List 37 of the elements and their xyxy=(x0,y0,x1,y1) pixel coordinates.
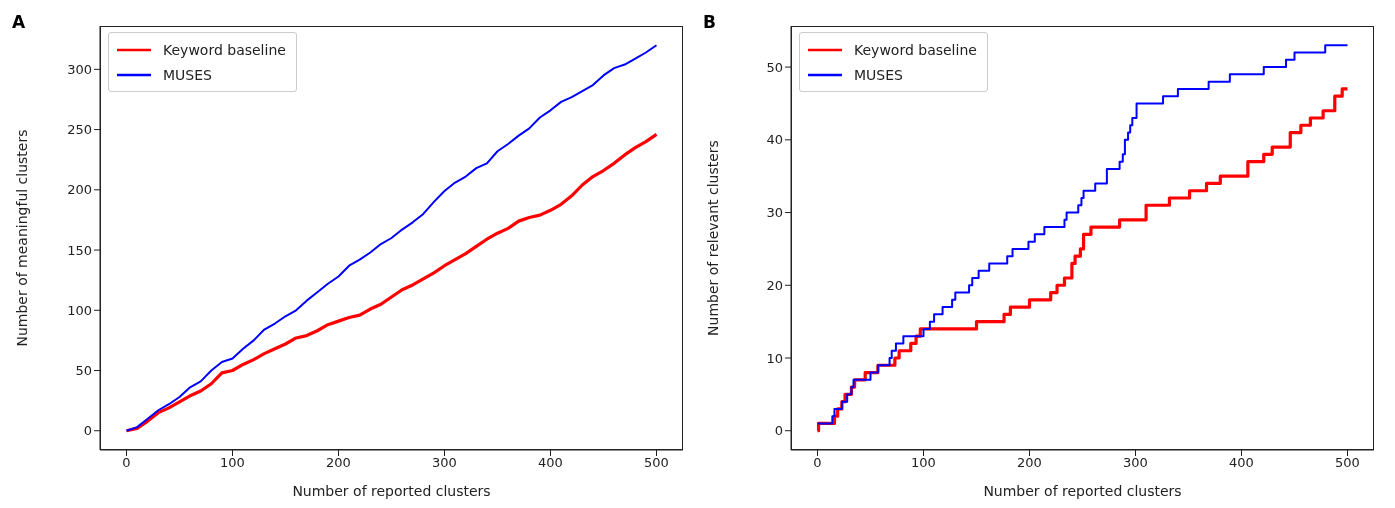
x-tick-label: 200 xyxy=(1017,455,1042,471)
legend-label: MUSES xyxy=(854,66,903,83)
x-tick-label: 200 xyxy=(326,455,351,471)
y-tick-label: 200 xyxy=(67,182,92,198)
y-tick-label: 100 xyxy=(67,302,92,318)
x-tick-label: 400 xyxy=(538,455,563,471)
y-tick-label: 300 xyxy=(67,61,92,77)
y-tick-label: 20 xyxy=(766,277,783,293)
chart-title: B xyxy=(703,12,716,32)
y-tick-label: 50 xyxy=(75,363,92,379)
legend-label: Keyword baseline xyxy=(163,41,286,58)
x-tick-label: 0 xyxy=(813,455,822,471)
legend-label: MUSES xyxy=(163,66,212,83)
x-tick-label: 500 xyxy=(1335,455,1360,471)
y-tick-label: 150 xyxy=(67,242,92,258)
line-series xyxy=(124,132,659,433)
y-tick-label: 40 xyxy=(766,132,783,148)
x-tick-label: 0 xyxy=(122,455,131,471)
y-tick-label: 0 xyxy=(774,423,783,439)
x-tick-label: 300 xyxy=(432,455,457,471)
y-tick-label: 10 xyxy=(766,350,783,366)
x-tick-label: 400 xyxy=(1229,455,1254,471)
x-tick-label: 100 xyxy=(220,455,245,471)
y-axis-title: Number of relevant clusters xyxy=(704,140,721,336)
y-tick-label: 250 xyxy=(67,122,92,138)
x-tick-label: 100 xyxy=(911,455,936,471)
line-series xyxy=(125,44,658,432)
y-tick-label: 0 xyxy=(83,423,92,439)
chart-title: A xyxy=(12,12,26,32)
x-tick-label: 300 xyxy=(1123,455,1148,471)
y-tick-label: 30 xyxy=(766,205,783,221)
x-axis-title: Number of reported clusters xyxy=(983,483,1182,499)
y-tick-label: 50 xyxy=(766,59,783,75)
x-axis-title: Number of reported clusters xyxy=(292,483,491,499)
y-axis-title: Number of meaningful clusters xyxy=(13,129,30,347)
x-tick-label: 500 xyxy=(644,455,669,471)
legend-label: Keyword baseline xyxy=(854,41,977,58)
